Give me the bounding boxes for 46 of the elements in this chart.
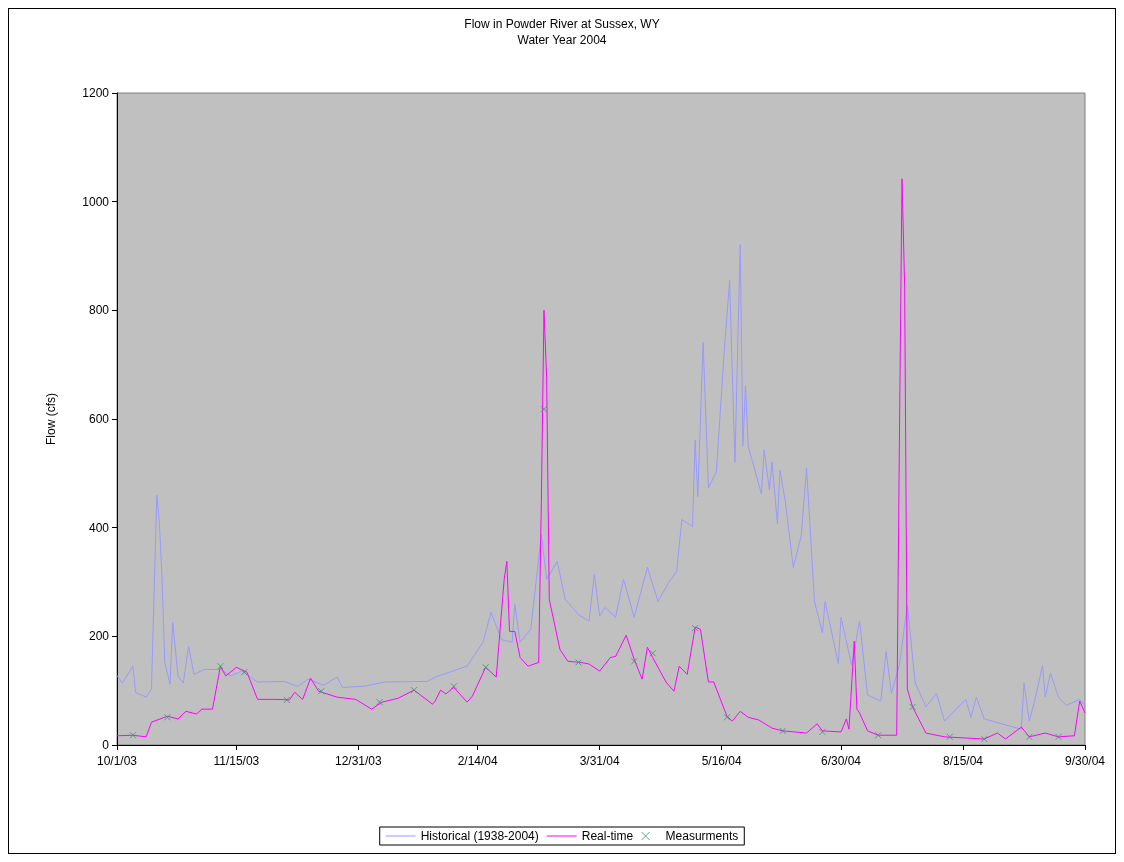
point [317, 687, 325, 695]
point [874, 731, 882, 739]
x-tick-label: 9/30/04 [1064, 754, 1106, 768]
point [630, 657, 638, 665]
y-tick-label: 0 [102, 738, 110, 752]
point [450, 682, 458, 690]
point [1054, 733, 1062, 741]
x-tick-label: 12/31/03 [334, 754, 383, 768]
point [779, 727, 787, 735]
x-tick-label: 6/30/04 [820, 754, 862, 768]
point [946, 733, 954, 741]
point [723, 713, 731, 721]
y-tick-label: 800 [88, 303, 110, 318]
x-tick-label: 2/14/04 [457, 754, 499, 768]
point [818, 728, 826, 736]
y-tick-label: 1200 [82, 86, 110, 100]
x-tick-label: 3/31/04 [579, 754, 621, 768]
point [129, 731, 137, 739]
x-tick-label: 5/16/04 [701, 754, 743, 768]
x-tick-label: 10/1/03 [96, 754, 138, 768]
legend-label: Historical (1938-2004) [420, 829, 539, 843]
legend-label: Real-time [581, 829, 634, 843]
chart-subtitle: Water Year 2004 [517, 33, 607, 47]
point [540, 405, 548, 413]
point [410, 686, 418, 694]
point [482, 663, 490, 671]
y-tick-label: 400 [88, 520, 110, 535]
y-tick-label: 200 [88, 629, 110, 644]
y-tick-label: 600 [88, 412, 110, 426]
point [574, 658, 582, 666]
point [980, 735, 988, 743]
x-tick-label: 8/15/04 [942, 754, 984, 768]
point [691, 624, 699, 632]
point [649, 649, 657, 657]
chart-title: Flow in Powder River at Sussex, WY [464, 17, 660, 31]
point [376, 698, 384, 706]
point [240, 668, 248, 676]
point [216, 662, 224, 670]
point [909, 703, 917, 711]
y-tick-label: 1000 [82, 194, 110, 209]
x-tick-label: 11/15/03 [213, 754, 260, 768]
y-axis-title: Flow (cfs) [44, 393, 58, 445]
legend-label: Measurments [665, 829, 739, 843]
point [163, 713, 171, 721]
point [283, 696, 291, 704]
point [1025, 733, 1033, 741]
